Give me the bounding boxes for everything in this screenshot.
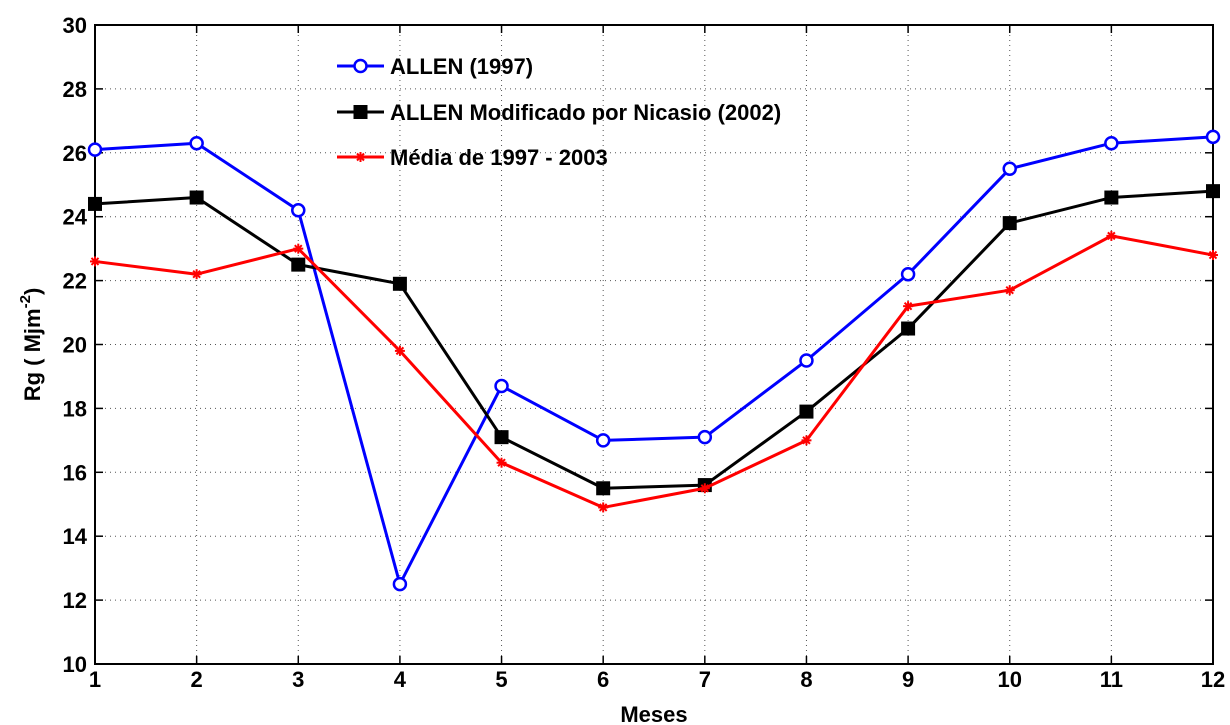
- asterisk-stroke: [903, 301, 913, 311]
- data-point: [90, 256, 100, 267]
- x-tick-label: 6: [597, 667, 609, 692]
- legend-label: ALLEN (1997): [390, 54, 533, 79]
- asterisk-stroke: [356, 152, 365, 162]
- data-point: [392, 576, 408, 592]
- y-tick-label: 28: [63, 77, 87, 102]
- x-tick-label: 4: [394, 667, 407, 692]
- asterisk-stroke: [700, 484, 710, 493]
- data-point: [392, 276, 407, 291]
- data-point: [598, 502, 609, 513]
- x-tick-label: 2: [191, 667, 203, 692]
- y-tick-label: 30: [63, 13, 87, 38]
- x-tick-label: 3: [292, 667, 304, 692]
- data-point: [189, 135, 204, 151]
- data-point: [595, 433, 611, 448]
- y-axis-title-superscript: -2: [17, 295, 34, 308]
- series-group: [87, 129, 1221, 592]
- legend-label: Média de 1997 - 2003: [390, 145, 608, 170]
- series-line: [94, 234, 1214, 509]
- x-tick-label: 5: [495, 667, 507, 692]
- asterisk-stroke: [90, 257, 100, 266]
- x-axis-title: Meses: [620, 702, 687, 725]
- data-point: [596, 481, 611, 496]
- asterisk-stroke: [1005, 285, 1014, 295]
- data-point: [1205, 129, 1221, 145]
- data-point: [496, 457, 507, 468]
- data-point: [291, 257, 306, 272]
- y-tick-label: 26: [63, 141, 87, 166]
- y-tick-label: 10: [63, 652, 87, 677]
- legend-swatch-marker: [353, 58, 368, 74]
- series-1: [87, 129, 1221, 592]
- data-point: [293, 243, 304, 254]
- x-tick-label: 7: [699, 667, 711, 692]
- series-2: [88, 184, 1220, 496]
- asterisk-stroke: [294, 244, 303, 253]
- y-tick-label: 12: [63, 588, 87, 613]
- data-point: [1106, 230, 1117, 241]
- data-point: [801, 435, 812, 446]
- legend: ALLEN (1997) ALLEN Modificado por Nicasio…: [337, 54, 781, 170]
- data-point: [903, 301, 914, 312]
- asterisk-stroke: [598, 503, 608, 512]
- data-point: [291, 203, 306, 218]
- x-tick-label: 1: [89, 667, 101, 692]
- legend-swatch-marker: [355, 152, 366, 162]
- y-tick-label: 20: [63, 333, 87, 358]
- y-tick-label: 22: [63, 269, 87, 294]
- asterisk-stroke: [192, 270, 201, 279]
- legend-item: ALLEN Modificado por Nicasio (2002): [337, 100, 781, 125]
- legend-item: ALLEN (1997): [337, 54, 533, 79]
- data-point: [1004, 285, 1015, 296]
- y-tick-label: 14: [63, 524, 88, 549]
- data-point: [494, 430, 509, 445]
- data-point: [394, 345, 405, 356]
- y-axis-title: Rg ( Mjm-2): [17, 288, 45, 402]
- asterisk-stroke: [802, 436, 811, 445]
- data-point: [799, 404, 814, 419]
- x-tick-label: 11: [1100, 667, 1123, 692]
- asterisk-stroke: [497, 458, 506, 467]
- x-tick-label: 8: [800, 667, 812, 692]
- y-axis-title-main: Rg ( Mjm: [20, 308, 45, 401]
- y-tick-label: 24: [63, 205, 88, 230]
- data-point: [1104, 135, 1119, 151]
- data-point: [900, 266, 916, 282]
- data-point: [1104, 190, 1119, 205]
- y-axis-title-suffix: ): [20, 288, 45, 295]
- series-line: [94, 135, 1214, 586]
- data-point: [88, 196, 102, 211]
- series-line: [94, 189, 1214, 490]
- data-point: [494, 378, 509, 394]
- x-tick-label: 10: [997, 667, 1021, 692]
- legend-item: Média de 1997 - 2003: [337, 145, 608, 170]
- data-point: [87, 142, 103, 157]
- legend-label: ALLEN Modificado por Nicasio (2002): [390, 100, 781, 125]
- y-tick-label: 16: [63, 460, 87, 485]
- data-point: [697, 429, 713, 445]
- data-point: [1002, 161, 1017, 177]
- x-tick-label: 12: [1201, 667, 1225, 692]
- data-point: [699, 483, 710, 494]
- x-tick-label: 9: [902, 667, 914, 692]
- data-point: [191, 269, 202, 280]
- series-3: [90, 230, 1218, 513]
- data-point: [1206, 184, 1220, 199]
- data-point: [1002, 216, 1017, 231]
- asterisk-stroke: [1107, 231, 1116, 241]
- data-point: [189, 190, 204, 205]
- asterisk-stroke: [1208, 250, 1218, 260]
- data-point: [901, 321, 916, 336]
- y-tick-label: 18: [63, 396, 87, 421]
- data-point: [1208, 250, 1218, 261]
- data-point: [799, 353, 814, 368]
- asterisk-stroke: [395, 346, 405, 356]
- legend-swatch-marker: [353, 105, 368, 119]
